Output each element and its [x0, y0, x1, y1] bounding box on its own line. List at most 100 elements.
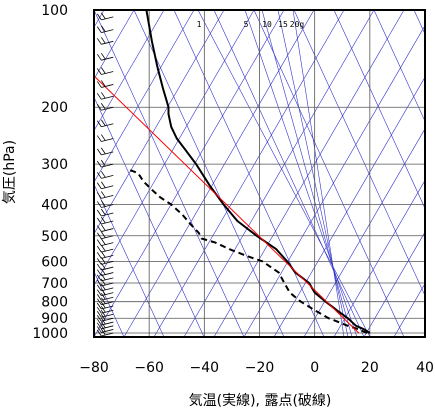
wind-barb-staff: [101, 296, 114, 301]
wind-barb: [96, 278, 114, 287]
wind-barb-flag: [100, 301, 106, 309]
wind-barb-staff: [101, 29, 114, 33]
wind-barb-flag: [100, 134, 106, 141]
wind-barb-staff: [101, 123, 114, 128]
adiabat-line: [94, 96, 205, 337]
wind-barb-staff: [101, 317, 114, 322]
wind-barb-staff: [101, 56, 114, 61]
wind-barb-flag: [96, 263, 102, 271]
wind-barb-flag: [96, 26, 102, 33]
wind-barb-flag: [100, 208, 106, 216]
wind-barb-staff: [101, 329, 114, 333]
wind-barb-flag: [96, 192, 102, 199]
wind-barb-flag: [96, 279, 102, 287]
wind-barb-staff: [101, 174, 114, 179]
mixing-ratio-line: [261, 10, 353, 337]
wind-barb: [96, 191, 114, 199]
wind-barb-staff: [101, 163, 114, 168]
wind-barb-staff: [101, 266, 114, 271]
wind-barb-flag: [96, 104, 102, 111]
wind-barb-staff: [101, 305, 114, 310]
wind-barb: [96, 147, 114, 156]
adiabat-line: [94, 10, 245, 337]
wind-barb-flag: [96, 148, 102, 156]
wind-barb-flag: [96, 245, 102, 253]
x-tick-label: −80: [79, 360, 109, 376]
wind-barb-flag: [96, 306, 102, 314]
wind-barb: [96, 301, 114, 310]
wind-barb-flag: [100, 273, 106, 281]
wind-barb-staff: [101, 321, 114, 326]
x-axis-title: 気温(実線), 露点(破線): [189, 393, 332, 409]
wind-barb-staff: [101, 332, 114, 337]
wind-barb-staff: [101, 228, 114, 232]
wind-barb-flag: [100, 147, 106, 155]
isotherm-line: [213, 10, 405, 337]
wind-barb-flag: [100, 231, 106, 238]
wind-barb-flag: [96, 284, 102, 292]
wind-barb-flag: [100, 25, 106, 32]
wind-barb-staff: [101, 40, 114, 45]
wind-barb: [96, 208, 114, 217]
wind-barb-staff: [101, 138, 114, 142]
wind-barb-flag: [100, 293, 106, 300]
y-tick-label: 300: [41, 157, 68, 173]
x-tick-label: 40: [416, 360, 434, 376]
wind-barb: [96, 257, 114, 265]
wind-barb-flag: [100, 283, 106, 291]
wind-barb: [96, 37, 114, 45]
wind-barb: [96, 305, 114, 314]
mixing-ratio-line: [244, 10, 358, 337]
wind-barb-flag: [100, 244, 106, 252]
wind-barb: [96, 244, 114, 253]
wind-barb-flag: [100, 238, 106, 245]
x-tick-label: −40: [190, 360, 220, 376]
adiabat-line: [133, 10, 285, 337]
wind-barb-staff: [101, 325, 114, 330]
isotherm-line: [183, 10, 375, 337]
wind-barb: [96, 293, 114, 301]
dewpoint-line: [126, 168, 368, 334]
mixing-ratio-label: 15: [278, 20, 288, 29]
wind-barb: [96, 313, 114, 322]
wind-barb-flag: [100, 103, 106, 110]
wind-barb-flag: [96, 172, 102, 179]
wind-barb: [96, 181, 114, 190]
mixing-ratio-label: 5: [244, 20, 249, 29]
wind-barb: [96, 67, 114, 75]
wind-barb-flag: [100, 80, 106, 87]
isotherm-line: [273, 76, 425, 337]
wind-barb-staff: [101, 242, 114, 246]
wind-barb-flag: [100, 310, 106, 317]
wind-barb-flag: [96, 294, 102, 301]
wind-barb-flag: [100, 52, 106, 60]
wind-barb-flag: [100, 313, 106, 321]
wind-barb-staff: [101, 282, 114, 287]
adiabat-line: [253, 10, 405, 337]
wind-barb: [96, 231, 114, 240]
adiabat-line: [373, 10, 425, 122]
adiabat-line: [173, 10, 325, 337]
wind-barb: [96, 171, 114, 179]
x-tick-labels: −80 −60 −40 −20 0 20 40: [79, 360, 434, 376]
wind-barb-flag: [100, 200, 106, 207]
y-tick-label: 400: [41, 197, 68, 213]
y-tick-label: 500: [41, 229, 68, 245]
wind-barb-flag: [96, 269, 102, 276]
wind-barb-flag: [96, 53, 102, 61]
wind-barb: [96, 273, 114, 282]
wind-barb-flag: [100, 181, 106, 188]
wind-barb-flag: [100, 297, 106, 304]
isotherm-line: [94, 10, 165, 132]
wind-barb-flag: [96, 252, 102, 259]
wind-barb-flag: [100, 171, 106, 178]
y-tick-label: 100: [41, 3, 68, 19]
wind-barb-flag: [96, 298, 102, 305]
wind-barb-staff: [101, 204, 114, 208]
wind-barb-flag: [96, 232, 102, 239]
wind-barb: [96, 251, 114, 259]
wind-barb: [96, 80, 114, 88]
wind-barb: [96, 92, 114, 100]
wind-barb-staff: [101, 212, 114, 217]
wind-barb-flag: [100, 305, 106, 313]
